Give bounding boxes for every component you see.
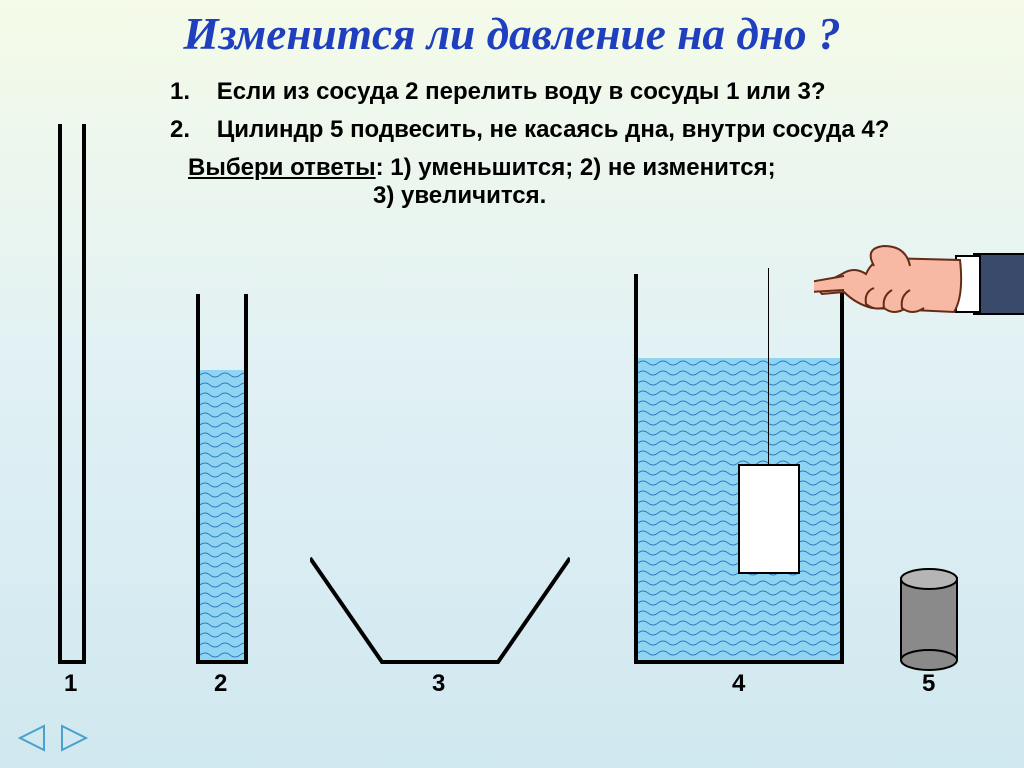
pointing-hand-icon bbox=[814, 226, 1024, 336]
label-vessel-5: 5 bbox=[922, 670, 935, 698]
vessel-4-suspended-block bbox=[738, 464, 800, 574]
prev-arrow-icon[interactable] bbox=[14, 723, 48, 753]
vessel-2 bbox=[196, 294, 248, 664]
page-title: Изменится ли давление на дно ? bbox=[0, 0, 1024, 60]
label-vessel-1: 1 bbox=[64, 670, 77, 698]
diagram-stage: 1 2 3 4 5 bbox=[0, 108, 1024, 728]
q1-text: Если из сосуда 2 перелить воду в сосуды … bbox=[217, 78, 826, 105]
nav-arrows bbox=[14, 723, 98, 758]
question-1: 1. Если из сосуда 2 перелить воду в сосу… bbox=[170, 78, 1024, 106]
next-arrow-icon[interactable] bbox=[58, 723, 92, 753]
q1-number: 1. bbox=[170, 78, 190, 105]
label-vessel-2: 2 bbox=[214, 670, 227, 698]
vessel-3-shape bbox=[310, 556, 570, 668]
vessel-3 bbox=[310, 556, 570, 664]
cylinder-5-shape bbox=[900, 568, 958, 672]
label-vessel-3: 3 bbox=[432, 670, 445, 698]
cylinder-5 bbox=[900, 568, 958, 664]
vessel-2-water bbox=[200, 370, 244, 660]
vessel-4-thread bbox=[768, 268, 769, 468]
label-vessel-4: 4 bbox=[732, 670, 745, 698]
vessel-1 bbox=[58, 124, 86, 664]
vessel-4 bbox=[634, 274, 844, 664]
title-text: Изменится ли давление на дно ? bbox=[183, 9, 840, 59]
